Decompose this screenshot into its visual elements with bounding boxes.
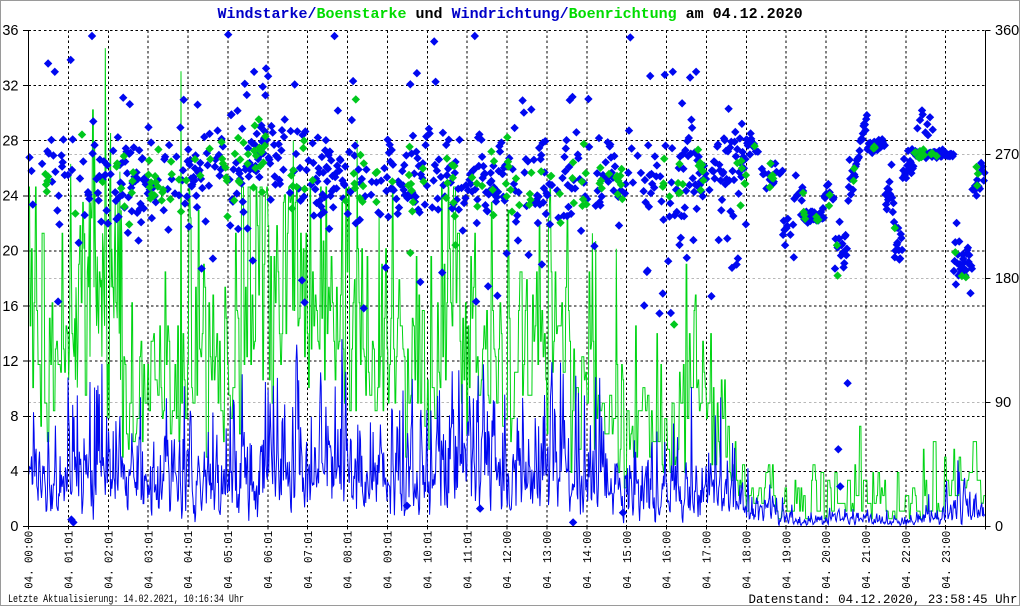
svg-text:28: 28 [2, 133, 18, 149]
svg-text:12: 12 [2, 354, 18, 370]
svg-text:0: 0 [10, 519, 18, 535]
svg-text:0: 0 [995, 519, 1003, 535]
svg-text:04. 16:00: 04. 16:00 [661, 531, 675, 589]
svg-text:04. 12:00: 04. 12:00 [501, 531, 515, 589]
svg-text:Windstarke/Boenstarke und Wind: Windstarke/Boenstarke und Windrichtung/B… [218, 6, 803, 23]
svg-text:04. 03:01: 04. 03:01 [142, 531, 156, 589]
svg-text:04. 22:00: 04. 22:00 [900, 531, 914, 589]
svg-text:04. 00:00: 04. 00:00 [23, 531, 37, 589]
svg-text:04. 02:01: 04. 02:01 [103, 531, 117, 589]
svg-text:04. 23:00: 04. 23:00 [940, 531, 954, 589]
svg-text:90: 90 [995, 395, 1011, 411]
svg-text:04. 19:00: 04. 19:00 [780, 531, 794, 589]
svg-text:360: 360 [995, 23, 1019, 39]
svg-text:04. 21:00: 04. 21:00 [860, 531, 874, 589]
svg-text:180: 180 [995, 271, 1019, 287]
svg-text:36: 36 [2, 23, 18, 39]
svg-text:20: 20 [2, 244, 18, 260]
svg-text:4: 4 [10, 464, 18, 480]
svg-text:04. 13:00: 04. 13:00 [541, 531, 555, 589]
svg-text:04. 06:01: 04. 06:01 [262, 531, 276, 589]
svg-text:04. 01:01: 04. 01:01 [63, 531, 77, 589]
svg-text:04. 10:01: 04. 10:01 [421, 531, 435, 589]
svg-text:04. 11:01: 04. 11:01 [461, 531, 475, 589]
svg-text:04. 15:00: 04. 15:00 [621, 531, 635, 589]
svg-text:04. 17:00: 04. 17:00 [701, 531, 715, 589]
svg-text:8: 8 [10, 409, 18, 425]
svg-text:32: 32 [2, 78, 18, 94]
svg-text:04. 20:00: 04. 20:00 [820, 531, 834, 589]
svg-text:24: 24 [2, 189, 18, 205]
svg-text:270: 270 [995, 147, 1019, 163]
svg-text:04. 04:01: 04. 04:01 [182, 531, 196, 589]
svg-text:04. 09:01: 04. 09:01 [382, 531, 396, 589]
svg-text:04. 18:00: 04. 18:00 [741, 531, 755, 589]
svg-text:Datenstand: 04.12.2020, 23:58:: Datenstand: 04.12.2020, 23:58:45 Uhr [749, 593, 1018, 606]
svg-text:04. 14:00: 04. 14:00 [581, 531, 595, 589]
svg-text:16: 16 [2, 299, 18, 315]
svg-text:04. 08:01: 04. 08:01 [342, 531, 356, 589]
svg-text:04. 07:01: 04. 07:01 [302, 531, 316, 589]
svg-text:04. 05:01: 04. 05:01 [222, 531, 236, 589]
svg-text:Letzte Aktualisierung: 14.02.2: Letzte Aktualisierung: 14.02.2021, 10:16… [8, 594, 244, 606]
